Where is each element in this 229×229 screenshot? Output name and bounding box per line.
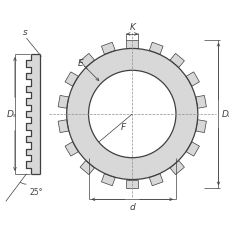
Polygon shape	[80, 161, 94, 175]
Polygon shape	[195, 96, 205, 109]
Polygon shape	[185, 73, 199, 87]
Polygon shape	[149, 43, 162, 55]
Polygon shape	[65, 142, 78, 156]
Polygon shape	[58, 120, 68, 133]
Polygon shape	[126, 41, 137, 49]
Polygon shape	[65, 73, 78, 87]
Text: Dₛ: Dₛ	[7, 110, 17, 119]
Text: K: K	[129, 23, 135, 32]
Text: s: s	[23, 28, 27, 37]
Polygon shape	[195, 120, 205, 133]
Polygon shape	[101, 43, 115, 55]
Polygon shape	[169, 54, 184, 68]
Polygon shape	[66, 49, 197, 180]
Polygon shape	[149, 174, 162, 186]
Polygon shape	[26, 55, 40, 174]
Text: F: F	[120, 123, 125, 132]
Polygon shape	[101, 174, 115, 186]
Text: Dₐ: Dₐ	[221, 110, 229, 119]
Text: d: d	[129, 202, 135, 211]
Text: 25°: 25°	[30, 187, 43, 196]
Polygon shape	[58, 96, 68, 109]
Text: E: E	[77, 58, 83, 67]
Polygon shape	[185, 142, 199, 156]
Polygon shape	[169, 161, 184, 175]
Polygon shape	[126, 180, 137, 188]
Polygon shape	[80, 54, 94, 68]
